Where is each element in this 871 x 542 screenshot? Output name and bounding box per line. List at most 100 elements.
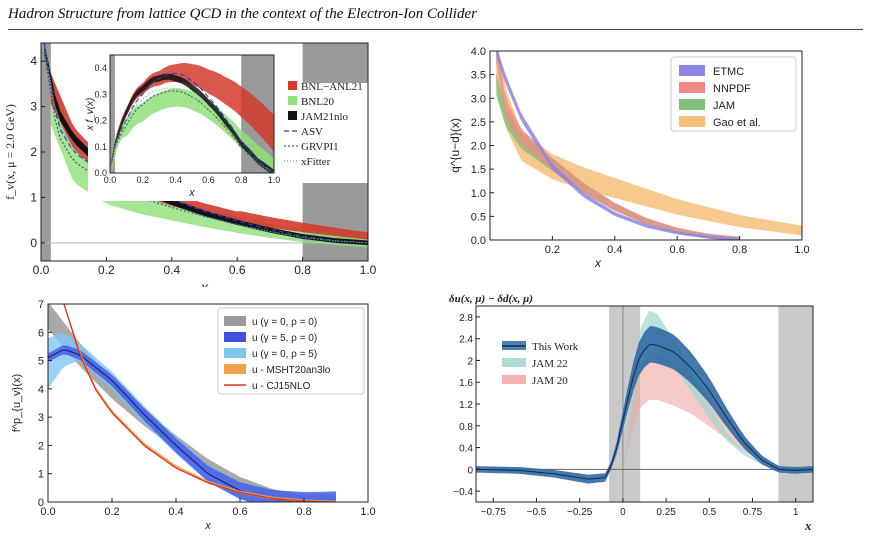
plot-area — [476, 306, 813, 502]
x-tick-label: 0.6 — [232, 506, 247, 518]
inset-y-tick-label: 0.1 — [94, 142, 107, 152]
legend-label: u (γ = 0, ρ = 5) — [252, 349, 317, 360]
y-axis-label: f_v(x, μ = 2.0 GeV) — [3, 104, 17, 200]
legend-label: GRVPI1 — [301, 141, 339, 153]
y-tick-label: 0 — [38, 497, 44, 509]
inset-x-tick-label: 0.0 — [104, 175, 117, 185]
y-tick-label: 0 — [30, 236, 37, 250]
inset-y-tick-label: 0.2 — [94, 116, 107, 126]
legend-label: NNPDF — [713, 83, 751, 95]
line-grvpi1 — [43, 52, 368, 244]
inset-y-label: x f_v(x) — [85, 98, 96, 132]
figure-panel-proton-uv: 0.0 0.2 0.4 0.6 0.8 1.0 0 1 2 3 4 5 6 7 f^p_{u_v}(x) x u… — [0, 290, 430, 537]
legend-swatch — [224, 332, 246, 342]
y-tick-label: 3 — [38, 412, 44, 424]
y-tick-label: 1 — [30, 190, 37, 204]
y-tick-label: 2.5 — [471, 117, 486, 129]
y-tick-label: 6 — [38, 327, 44, 339]
y-axis-label: f^p_{u_v}(x) — [11, 374, 23, 432]
x-tick-label: 0.8 — [294, 263, 311, 277]
legend-label: u (γ = 5, ρ = 0) — [252, 333, 317, 344]
y-tick-label: 2.0 — [471, 141, 486, 153]
x-axis-label: x — [804, 518, 812, 533]
legend-label: u - CJ15NLO — [252, 381, 311, 392]
x-tick-label: 0.8 — [732, 244, 747, 256]
y-tick-label: 2.4 — [459, 335, 473, 346]
y-tick-label: 4 — [30, 54, 37, 68]
inset-band-bnl-anl21 — [111, 63, 274, 167]
figure-panel-isovector-pdf: 0.2 0.4 0.6 0.8 1.0 0.0 0.5 1.0 1.5 2.0 2.5 3.0 3.5 4… — [441, 35, 871, 287]
legend-swatch — [679, 82, 705, 93]
line-asv — [43, 43, 368, 244]
legend-swatch — [502, 358, 526, 367]
legend-swatch — [288, 96, 297, 105]
x-tick-label: 1 — [793, 507, 799, 518]
x-tick-label: 0.0 — [33, 263, 50, 277]
x-axis-label: x — [594, 256, 602, 270]
y-tick-label: 3.0 — [471, 93, 486, 105]
inset-line-xfitter — [111, 87, 274, 173]
x-tick-label: 0.6 — [229, 263, 246, 277]
plot-area — [41, 43, 368, 261]
legend-label: BNL20 — [301, 96, 335, 108]
legend-label: u (γ = 0, ρ = 0) — [252, 317, 317, 328]
legend-label: u - MSHT20an3lo — [252, 365, 331, 376]
plot-frame — [47, 303, 369, 503]
legend-swatch — [679, 99, 705, 110]
x-tick-label: 0.6 — [670, 244, 685, 256]
x-tick-label: 0.4 — [168, 506, 183, 518]
inset-excluded-region — [110, 55, 115, 173]
x-tick-label: 0.25 — [656, 507, 676, 518]
paper-running-header: Hadron Structure from lattice QCD in the… — [8, 6, 477, 22]
y-tick-label: −0.4 — [453, 487, 473, 498]
x-tick-label: 1.0 — [360, 506, 375, 518]
p1-chart: 0.0 0.2 0.4 0.6 0.8 1.0 0 1 2 3 4 f_v(x, μ = 2.0 Ge… — [3, 42, 377, 295]
x-tick-label: 0 — [620, 507, 626, 518]
y-tick-label: 2 — [467, 356, 473, 367]
inset-band-bnl20 — [111, 88, 274, 173]
band-gao — [496, 51, 802, 236]
inset-y-tick-label: 0.3 — [94, 89, 107, 99]
band-bnl20 — [50, 70, 368, 248]
x-tick-label: 0.5 — [702, 507, 716, 518]
y-tick-label: 1 — [38, 469, 44, 481]
legend-label: ETMC — [713, 66, 744, 78]
legend-swatch — [679, 116, 705, 127]
legend-label: This Work — [532, 341, 579, 353]
legend-label: xFitter — [301, 156, 331, 168]
x-tick-label: 0.0 — [40, 506, 55, 518]
legend-backdrop — [302, 83, 368, 183]
p2-chart: 0.2 0.4 0.6 0.8 1.0 0.0 0.5 1.0 1.5 2.0 2.5 3.0 3.5 4… — [448, 46, 810, 270]
x-tick-label: 0.4 — [163, 263, 180, 277]
excluded-region — [41, 43, 51, 261]
x-tick-label: 1.0 — [794, 244, 809, 256]
figure-panel-pion-valence: 0.0 0.2 0.4 0.6 0.8 1.0 0 1 2 3 4 f_v(x, μ = 2.0 Ge… — [0, 35, 430, 295]
inset-x-tick-label: 0.4 — [169, 175, 182, 185]
legend-swatch — [288, 111, 297, 120]
y-tick-label: 7 — [38, 299, 44, 311]
legend-label: ASV — [301, 126, 323, 138]
legend-label: JAM 20 — [532, 375, 568, 387]
x-tick-label: 0.2 — [98, 263, 115, 277]
band-this-work — [476, 326, 813, 484]
legend-label: JAM — [713, 100, 735, 112]
band-gamma5-rho0 — [48, 345, 336, 502]
x-axis-label: x — [204, 520, 211, 532]
y-tick-label: 0.0 — [471, 235, 486, 247]
y-tick-label: 3.5 — [471, 70, 486, 82]
inset-plot-area — [110, 55, 274, 173]
inset-x-label: x — [188, 187, 195, 199]
legend-swatch — [288, 81, 297, 90]
inset-x-tick-label: 0.2 — [137, 175, 150, 185]
plot-area — [48, 304, 337, 502]
inset-y-tick-label: 0.4 — [94, 63, 107, 73]
x-tick-label: −0.25 — [567, 507, 593, 518]
y-tick-label: 0 — [467, 465, 473, 476]
y-tick-label: 0.5 — [471, 211, 486, 223]
line-this-work — [476, 343, 813, 480]
x-tick-label: 0.75 — [743, 507, 763, 518]
x-tick-label: 1.0 — [360, 263, 377, 277]
y-tick-label: 1.6 — [459, 378, 473, 389]
y-tick-label: 4.0 — [471, 46, 486, 58]
x-tick-label: 0.4 — [607, 244, 622, 256]
